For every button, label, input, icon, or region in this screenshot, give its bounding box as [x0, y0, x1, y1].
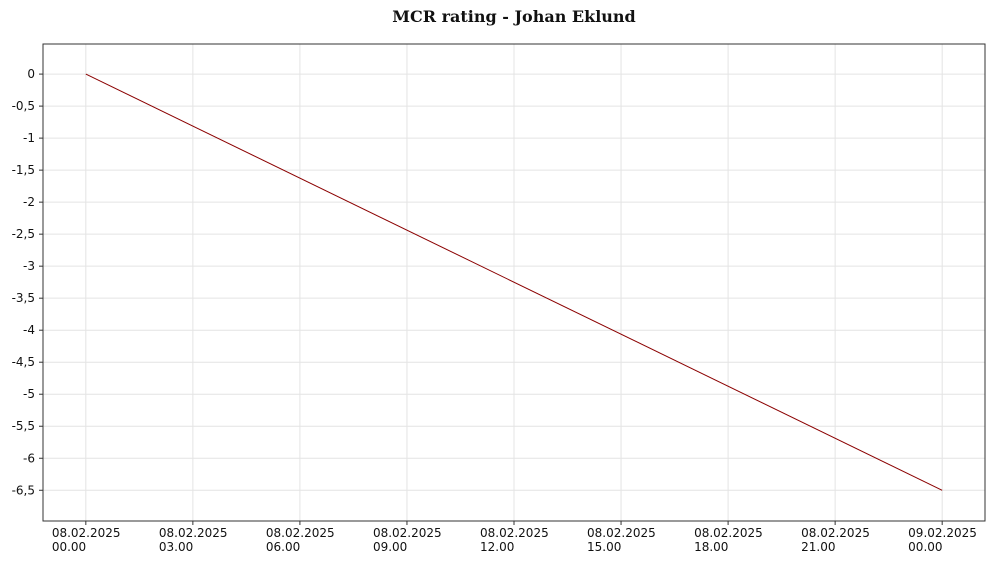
- x-tick-label: 08.02.2025 15.00: [587, 526, 656, 554]
- x-tick-label: 08.02.2025 18.00: [694, 526, 763, 554]
- x-tick-label: 08.02.2025 00.00: [52, 526, 121, 554]
- y-tick-label: 0: [27, 67, 35, 81]
- y-tick-label: -6,5: [12, 483, 35, 497]
- x-tick-label: 08.02.2025 06.00: [266, 526, 335, 554]
- chart-title: MCR rating - Johan Eklund: [392, 7, 635, 26]
- y-tick-label: -5: [23, 387, 35, 401]
- y-tick-label: -1,5: [12, 163, 35, 177]
- y-tick-label: -6: [23, 451, 35, 465]
- plot-frame: [42, 43, 986, 522]
- x-tick-label: 08.02.2025 03.00: [159, 526, 228, 554]
- y-tick-label: -5,5: [12, 419, 35, 433]
- x-tick-label: 09.02.2025 00.00: [908, 526, 977, 554]
- y-tick-label: -3,5: [12, 291, 35, 305]
- y-tick-label: -4: [23, 323, 35, 337]
- x-tick-label: 08.02.2025 12.00: [480, 526, 549, 554]
- y-tick-label: -4,5: [12, 355, 35, 369]
- x-tick-label: 08.02.2025 21.00: [801, 526, 870, 554]
- y-tick-label: -2: [23, 195, 35, 209]
- y-tick-label: -3: [23, 259, 35, 273]
- y-tick-label: -0,5: [12, 99, 35, 113]
- y-tick-label: -2,5: [12, 227, 35, 241]
- line: [85, 73, 943, 491]
- x-tick-label: 08.02.2025 09.00: [373, 526, 442, 554]
- y-tick-label: -1: [23, 131, 35, 145]
